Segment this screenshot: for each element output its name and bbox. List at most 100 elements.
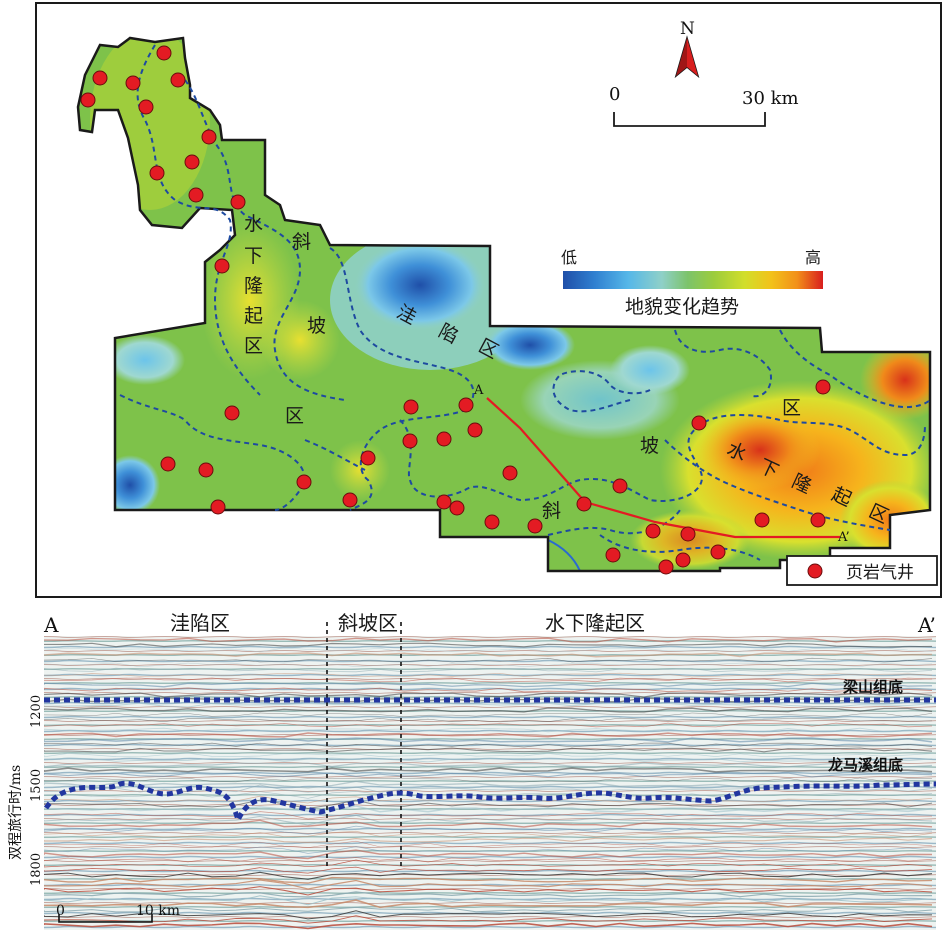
scale-end-label: 30 km	[742, 88, 799, 109]
seismic-reflector	[44, 830, 933, 838]
zone-char: 坡	[640, 435, 659, 457]
seismic-reflector	[44, 702, 933, 708]
well-marker	[342, 492, 358, 508]
well-marker	[754, 512, 770, 528]
seismic-reflector	[44, 647, 933, 653]
north-label: N	[680, 19, 695, 39]
zone-boundaries	[119, 44, 931, 561]
seismic-reflector	[44, 752, 933, 758]
well-marker	[296, 474, 312, 490]
well-marker	[680, 526, 696, 542]
horizon-longmaxi	[43, 780, 937, 828]
zone-char: 起	[244, 305, 263, 327]
section-scale-zero: 0	[56, 903, 65, 919]
y-tick-1800: 1800	[29, 853, 44, 886]
well-marker	[230, 194, 246, 210]
well-marker	[188, 187, 204, 203]
seismic-reflector	[44, 910, 933, 920]
seismic-reflector	[44, 682, 933, 688]
zone-char: 水	[244, 213, 263, 235]
well-legend-symbol	[807, 563, 823, 579]
seismic-reflector	[44, 672, 933, 678]
seismic-reflector	[44, 737, 933, 743]
section-scale-end: 10 km	[136, 903, 180, 919]
seismic-reflector	[44, 727, 933, 733]
well-marker	[458, 397, 474, 413]
seismic-reflector	[44, 799, 933, 809]
seismic-reflector	[44, 777, 932, 783]
seismic-reflector	[44, 825, 933, 835]
well-marker	[658, 559, 674, 575]
zone-char: 区	[285, 405, 304, 427]
colorbar-title: 地貌变化趋势	[625, 296, 739, 318]
well-marker	[710, 544, 726, 560]
well-marker	[645, 523, 661, 539]
section-line-end-label: A’	[837, 530, 850, 545]
seismic-reflector	[44, 899, 933, 909]
well-marker	[360, 450, 376, 466]
well-marker	[436, 494, 452, 510]
well-marker	[160, 456, 176, 472]
well-marker	[484, 514, 500, 530]
seismic-reflector	[44, 819, 933, 828]
zone-char: 下	[244, 245, 263, 267]
well-marker	[80, 92, 96, 108]
seismic-reflector	[44, 857, 933, 863]
north-arrow-icon: N	[674, 19, 700, 79]
zone-char: 区	[244, 335, 263, 357]
seismic-reflector	[44, 652, 933, 658]
zone-char: 坡	[307, 315, 326, 337]
seismic-reflector	[44, 811, 933, 820]
seismic-reflector	[44, 667, 933, 673]
seismic-reflector	[44, 780, 932, 789]
seismic-reflector	[44, 922, 933, 930]
seismic-reflector	[44, 846, 933, 854]
zone-label-uplift-west: 水 下 隆 起 区	[244, 213, 263, 357]
well-marker	[691, 415, 707, 431]
well-marker	[402, 433, 418, 449]
well-marker	[576, 496, 592, 512]
well-marker	[214, 258, 230, 274]
section-end-label: A’	[917, 613, 936, 637]
y-axis-label: 双程旅行时/ms	[8, 765, 24, 860]
section-start-label: A	[43, 613, 59, 637]
seismic-reflector	[44, 687, 933, 693]
colorbar-high-label: 高	[805, 248, 821, 267]
scale-zero-label: 0	[609, 84, 620, 105]
seismic-reflector	[44, 859, 933, 868]
seismic-reflector	[44, 722, 933, 728]
section-zone-depression: 洼陷区	[170, 611, 230, 635]
seismic-reflector	[44, 871, 933, 880]
well-marker	[612, 478, 628, 494]
horizon-label-liangshan: 梁山组底	[842, 678, 903, 696]
well-marker	[170, 72, 186, 88]
seismic-reflector	[44, 772, 933, 778]
section-zone-uplift: 水下隆起区	[545, 611, 645, 635]
well-marker	[125, 75, 141, 91]
seismic-reflector	[44, 866, 933, 874]
seismic-reflector	[44, 915, 933, 924]
well-marker	[449, 500, 465, 516]
seismic-reflector	[44, 757, 933, 763]
shale-gas-wells	[80, 45, 831, 575]
seismic-reflector	[44, 712, 933, 718]
seismic-reflector	[44, 895, 933, 906]
seismic-reflector	[44, 879, 933, 890]
seismic-reflector	[44, 742, 933, 748]
zone-char: 隆	[244, 275, 263, 297]
well-marker	[675, 552, 691, 568]
well-marker	[198, 462, 214, 478]
seismic-reflector	[44, 657, 933, 663]
section-zone-slope: 斜坡区	[338, 611, 398, 635]
well-marker	[403, 399, 419, 415]
well-marker	[210, 499, 226, 515]
seismic-reflector	[44, 762, 933, 768]
seismic-reflector	[44, 677, 933, 683]
seismic-reflectors	[44, 637, 933, 930]
well-marker	[467, 422, 483, 438]
legend: 页岩气井	[786, 555, 938, 586]
section-line-start-label: A	[473, 383, 484, 398]
well-marker	[184, 154, 200, 170]
seismic-reflector	[44, 717, 933, 723]
